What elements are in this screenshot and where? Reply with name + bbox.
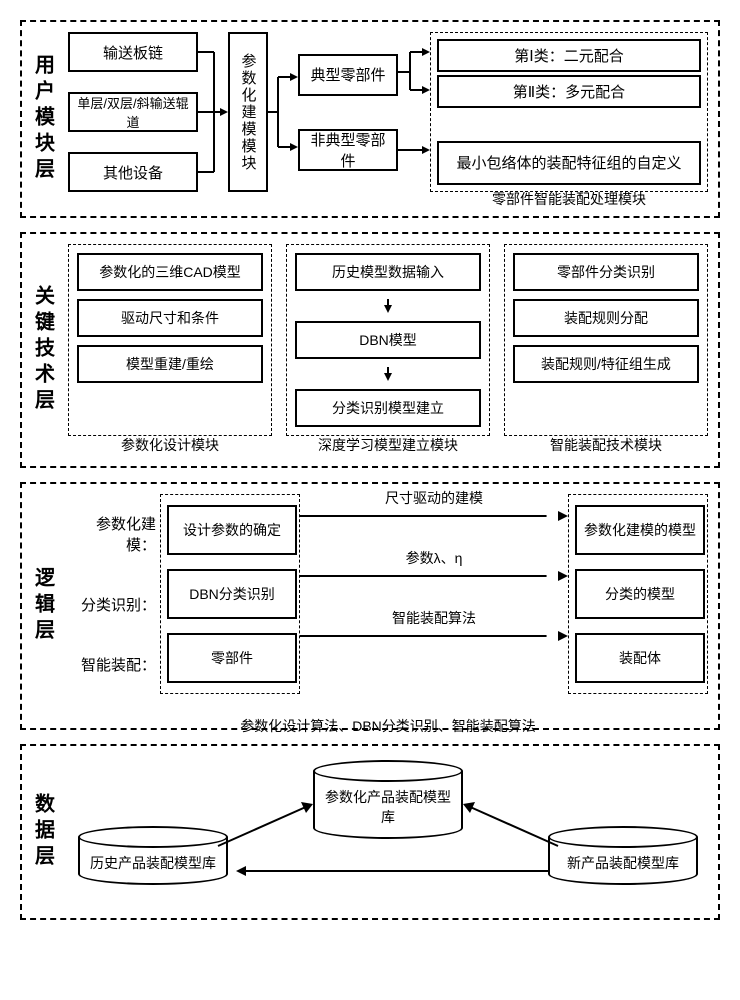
l2-col2: 历史模型数据输入 DBN模型: [286, 244, 490, 436]
layer-user-label: 用户模块层: [22, 22, 64, 216]
l2-c1-1: 驱动尺寸和条件: [77, 299, 263, 337]
layer-user: 用户模块层 输送板链 单层/双层/斜输送辊道 其他设备: [20, 20, 720, 218]
l1-mid-0: 典型零部件: [298, 54, 398, 96]
l3-left-group: 设计参数的确定 DBN分类识别 零部件: [160, 494, 300, 694]
l1-right-top-1: 第Ⅱ类：多元配合: [437, 75, 701, 108]
layer-data-content: 参数化产品装配模型库 历史产品装配模型库 新产品装配模型库: [64, 746, 718, 918]
l3-arrow-0-head: [554, 504, 568, 528]
l2-c3-cap: 智能装配技术模块: [550, 435, 662, 455]
layer-logic: 逻辑层 参数化建模： 分类识别： 智能装配： 设计参数的确定 DBN分类识别 零…: [20, 482, 720, 730]
l3-r1-left: DBN分类识别: [167, 569, 297, 619]
l3-r1-right: 分类的模型: [575, 569, 705, 619]
l3-r0-left: 设计参数的确定: [167, 505, 297, 555]
arrow-mid-to-right: [398, 32, 430, 192]
l2-c1-2: 模型重建/重绘: [77, 345, 263, 383]
layer-data-label: 数据层: [22, 746, 64, 918]
l1-left-2: 其他设备: [68, 152, 198, 192]
l3-r2-right: 装配体: [575, 633, 705, 683]
arrow-param-to-mid: [268, 32, 298, 192]
l2-c2-0: 历史模型数据输入: [295, 253, 481, 291]
l2-c3-0: 零部件分类识别: [513, 253, 699, 291]
l2-c2-2: 分类识别模型建立: [295, 389, 481, 427]
l2-c2-cap: 深度学习模型建立模块: [318, 435, 458, 455]
l3-arrow-2-head: [554, 624, 568, 648]
layer-data: 数据层 参数化产品装配模型库 历史产品装配模型库 新产品装配模型库: [20, 744, 720, 920]
layer-tech-content: 参数化的三维CAD模型 驱动尺寸和条件 模型重建/重绘 参数化设计模块 历史模型…: [64, 234, 718, 466]
l3-arrow-1-head: [554, 564, 568, 588]
l3-r0-right: 参数化建模的模型: [575, 505, 705, 555]
l2-c1-cap: 参数化设计模块: [121, 435, 219, 455]
layer-user-content: 输送板链 单层/双层/斜输送辊道 其他设备 参数化建模模块: [64, 22, 718, 216]
layer-logic-content: 参数化建模： 分类识别： 智能装配： 设计参数的确定 DBN分类识别 零部件 尺…: [64, 484, 718, 728]
l3-r2-label: 智能装配：: [68, 654, 160, 675]
l3-caption: 参数化设计算法、DBN分类识别、智能装配算法: [240, 716, 536, 736]
l2-c1-0: 参数化的三维CAD模型: [77, 253, 263, 291]
l2-col3: 零部件分类识别 装配规则分配 装配规则/特征组生成 智能装配技术模块: [504, 244, 708, 436]
arrow-left-to-param: [198, 32, 228, 192]
l1-smart-assembly-group: 第Ⅰ类：二元配合 第Ⅱ类：多元配合 最小包络体的装配特征组的自定义 零部件智能装…: [430, 32, 708, 192]
l1-mid-1: 非典型零部件: [298, 129, 398, 171]
arrow-down-head-1: [381, 299, 395, 313]
l3-r2-left: 零部件: [167, 633, 297, 683]
l3-arrow-1: [300, 564, 568, 588]
l1-caption: 零部件智能装配处理模块: [492, 189, 646, 209]
layer-logic-label: 逻辑层: [22, 484, 64, 728]
l3-container: 参数化建模： 分类识别： 智能装配： 设计参数的确定 DBN分类识别 零部件 尺…: [68, 494, 708, 716]
l3-arrow-2: [300, 624, 568, 648]
l3-right-group: 参数化建模的模型 分类的模型 装配体: [568, 494, 708, 694]
l3-arrow-0: [300, 504, 568, 528]
l1-right-bottom: 最小包络体的装配特征组的自定义: [437, 141, 701, 185]
layer-tech: 关键技术层 参数化的三维CAD模型 驱动尺寸和条件 模型重建/重绘 参数化设计模…: [20, 232, 720, 468]
l2-c3-2: 装配规则/特征组生成: [513, 345, 699, 383]
l2-c2-1: DBN模型: [295, 321, 481, 359]
arrow-down-head-2: [381, 367, 395, 381]
l3-r0-label: 参数化建模：: [68, 513, 160, 555]
l2-col1: 参数化的三维CAD模型 驱动尺寸和条件 模型重建/重绘 参数化设计模块: [68, 244, 272, 436]
layer-tech-label: 关键技术层: [22, 234, 64, 466]
l1-right-top-0: 第Ⅰ类：二元配合: [437, 39, 701, 72]
l2-c3-1: 装配规则分配: [513, 299, 699, 337]
l3-r1-label: 分类识别：: [68, 594, 160, 615]
l1-left-1: 单层/双层/斜输送辊道: [68, 92, 198, 132]
l1-left-0: 输送板链: [68, 32, 198, 72]
l1-param-module: 参数化建模模块: [228, 32, 268, 192]
